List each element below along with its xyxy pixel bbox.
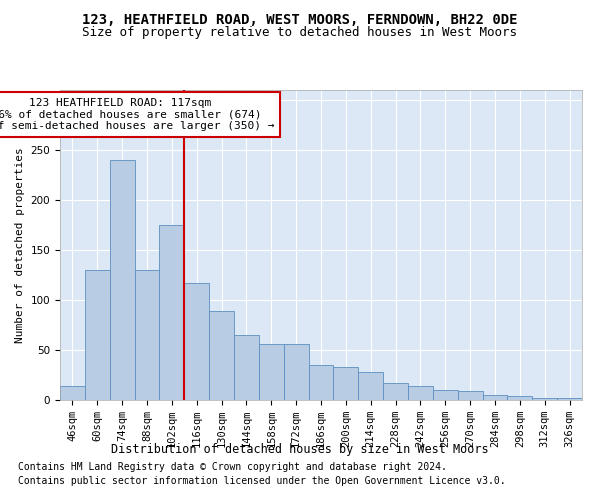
- Bar: [184, 283, 209, 400]
- Text: Contains HM Land Registry data © Crown copyright and database right 2024.: Contains HM Land Registry data © Crown c…: [18, 462, 447, 472]
- Bar: [284, 344, 308, 400]
- Bar: [134, 270, 160, 400]
- Bar: [408, 386, 433, 400]
- Bar: [234, 335, 259, 400]
- Text: Contains public sector information licensed under the Open Government Licence v3: Contains public sector information licen…: [18, 476, 506, 486]
- Bar: [508, 396, 532, 400]
- Bar: [482, 395, 508, 400]
- Bar: [532, 398, 557, 400]
- Y-axis label: Number of detached properties: Number of detached properties: [15, 147, 25, 343]
- Text: Distribution of detached houses by size in West Moors: Distribution of detached houses by size …: [111, 442, 489, 456]
- Bar: [308, 365, 334, 400]
- Text: 123 HEATHFIELD ROAD: 117sqm
← 66% of detached houses are smaller (674)
34% of se: 123 HEATHFIELD ROAD: 117sqm ← 66% of det…: [0, 98, 275, 131]
- Bar: [209, 311, 234, 400]
- Bar: [433, 390, 458, 400]
- Text: Size of property relative to detached houses in West Moors: Size of property relative to detached ho…: [83, 26, 517, 39]
- Text: 123, HEATHFIELD ROAD, WEST MOORS, FERNDOWN, BH22 0DE: 123, HEATHFIELD ROAD, WEST MOORS, FERNDO…: [82, 12, 518, 26]
- Bar: [160, 225, 184, 400]
- Bar: [458, 391, 482, 400]
- Bar: [110, 160, 134, 400]
- Bar: [334, 367, 358, 400]
- Bar: [557, 398, 582, 400]
- Bar: [358, 372, 383, 400]
- Bar: [383, 383, 408, 400]
- Bar: [60, 386, 85, 400]
- Bar: [259, 344, 284, 400]
- Bar: [85, 270, 110, 400]
